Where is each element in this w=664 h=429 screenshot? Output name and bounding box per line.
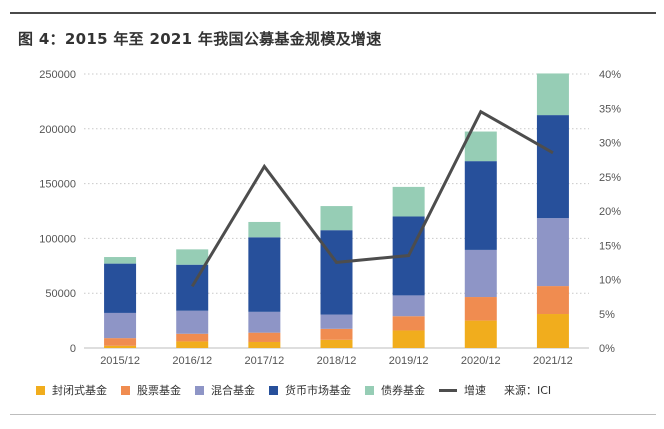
bar-segment — [536, 314, 569, 348]
y-left-tick-label: 100000 — [39, 233, 76, 245]
bar-segment — [176, 333, 209, 342]
y-right-tick-label: 40% — [599, 69, 621, 81]
bar-segment — [176, 310, 209, 334]
legend-item-growth: 增速 — [439, 382, 486, 398]
y-right-tick-label: 15% — [599, 240, 621, 252]
y-left-tick-label: 250000 — [39, 69, 76, 81]
legend-item-hybrid: 混合基金 — [195, 382, 255, 398]
bar-segment — [320, 328, 353, 340]
chart-title: 图 4：2015 年至 2021 年我国公募基金规模及增速 — [18, 30, 382, 48]
legend-label: 债券基金 — [381, 384, 425, 397]
x-tick-label: 2019/12 — [389, 355, 429, 367]
bar-segment — [248, 237, 281, 312]
bar-segment — [104, 257, 137, 264]
bar-segment — [320, 230, 353, 315]
legend-swatch — [195, 385, 204, 395]
bottom-divider — [10, 414, 656, 415]
legend-label: 货币市场基金 — [285, 384, 351, 397]
legend-label: 混合基金 — [211, 384, 255, 397]
y-left-tick-label: 200000 — [39, 124, 76, 136]
legend-item-closed-end: 封闭式基金 — [36, 382, 107, 398]
x-tick-label: 2020/12 — [461, 355, 501, 367]
bar-segment — [248, 221, 281, 238]
legend-label: 封闭式基金 — [52, 384, 107, 397]
bar-segment — [104, 312, 137, 339]
bar-segment — [392, 295, 425, 317]
top-divider — [10, 12, 656, 14]
y-right-tick-label: 30% — [599, 138, 621, 150]
y-right-tick-label: 35% — [599, 103, 621, 115]
bar-segment — [536, 218, 569, 287]
y-right-tick-label: 10% — [599, 275, 621, 287]
x-tick-label: 2017/12 — [244, 355, 284, 367]
bar-segment — [536, 286, 569, 315]
y-right-tick-label: 20% — [599, 206, 621, 218]
bar-segment — [104, 263, 137, 313]
y-right-tick-label: 5% — [599, 309, 615, 321]
bar-segment — [248, 341, 281, 348]
bar-segment — [176, 341, 209, 348]
source-note: 来源：ICI — [504, 384, 552, 397]
bar-segment — [464, 131, 497, 162]
x-tick-label: 2016/12 — [172, 355, 212, 367]
legend-line-swatch — [439, 388, 457, 392]
bar-segment — [392, 330, 425, 348]
bar-segment — [176, 264, 209, 311]
bar-segment — [464, 161, 497, 250]
legend-swatch — [269, 385, 278, 395]
bar-segment — [392, 186, 425, 217]
x-tick-label: 2018/12 — [317, 355, 357, 367]
y-left-tick-label: 0 — [70, 343, 76, 355]
bar-segment — [104, 338, 137, 346]
legend-label: 股票基金 — [137, 384, 181, 397]
bar-segment — [392, 316, 425, 331]
legend-item-equity: 股票基金 — [121, 382, 181, 398]
x-tick-label: 2021/12 — [533, 355, 573, 367]
bar-segment — [176, 249, 209, 265]
bar-segment — [248, 311, 281, 333]
bar-segment — [104, 345, 137, 348]
bar-segment — [320, 339, 353, 348]
bar-segment — [536, 73, 569, 116]
bar-segment — [464, 320, 497, 348]
bar-segment — [320, 314, 353, 329]
bar-segment — [248, 332, 281, 342]
growth-line — [190, 109, 554, 288]
bar-segment — [536, 115, 569, 219]
legend-label: 增速 — [464, 384, 486, 397]
y-left-tick-label: 150000 — [39, 179, 76, 191]
bar-segment — [464, 249, 497, 298]
bar-segment — [320, 206, 353, 231]
y-right-tick-label: 0% — [599, 343, 615, 355]
bar-segment — [464, 297, 497, 321]
legend-item-bond: 债券基金 — [365, 382, 425, 398]
y-left-tick-label: 50000 — [45, 288, 76, 300]
legend: 封闭式基金 股票基金 混合基金 货币市场基金 债券基金 增速 来源：ICI — [36, 382, 551, 398]
legend-swatch — [36, 385, 45, 395]
legend-swatch — [121, 385, 130, 395]
y-right-tick-label: 25% — [599, 172, 621, 184]
legend-item-money-market: 货币市场基金 — [269, 382, 351, 398]
legend-swatch — [365, 385, 374, 395]
x-tick-label: 2015/12 — [100, 355, 140, 367]
